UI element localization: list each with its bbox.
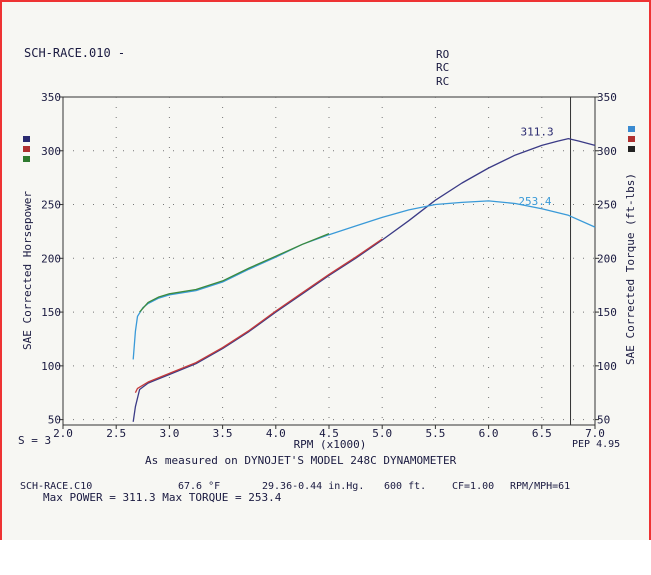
plot-area: 2.0 2.5 3.0 3.5 4.0 4.5 5.0 5.5 6.0 6.5 7.050 50100…: [41, 91, 617, 440]
annotation-label-0: 311.3: [521, 126, 554, 139]
y-tick-label-left: 150: [41, 306, 61, 319]
y-tick-label-left: 200: [41, 252, 61, 265]
series-line-0: [132, 137, 596, 422]
y-axis-title-right: SAE Corrected Torque (ft-lbs): [624, 173, 637, 365]
legend-swatch-blue: [23, 136, 30, 142]
y-tick-label-left: 50: [48, 414, 61, 427]
x-tick-label: 3.5: [213, 427, 233, 440]
annotation-label-1: 253.4: [518, 195, 551, 208]
series-line-1: [132, 200, 596, 360]
scan-edge-right: [649, 0, 651, 575]
y-tick-label-right: 350: [597, 91, 617, 104]
x-tick-label: 4.5: [319, 427, 339, 440]
legend-swatch-red: [23, 146, 30, 152]
footer-file: SCH-RACE.C10: [20, 481, 92, 492]
y-tick-label-left: 300: [41, 145, 61, 158]
smoothing-label: S = 3: [18, 434, 51, 447]
legend-swatch-right-blue: [628, 126, 635, 132]
scan-edge-left: [0, 0, 2, 540]
x-tick-label: 5.0: [372, 427, 392, 440]
measured-on: As measured on DYNOJET'S MODEL 248C DYNA…: [145, 454, 457, 467]
legend-swatch-green: [23, 156, 30, 162]
scan-edge-top: [0, 0, 651, 2]
footer-rpm-mph: RPM/MPH=61: [510, 481, 570, 492]
y-tick-label-right: 50: [597, 414, 610, 427]
run-code-3: RC: [436, 75, 449, 88]
y-tick-label-right: 250: [597, 199, 617, 212]
y-tick-label-left: 250: [41, 199, 61, 212]
x-tick-label: 4.0: [266, 427, 286, 440]
plot-frame: [62, 96, 596, 426]
y-tick-label-right: 200: [597, 252, 617, 265]
y-tick-label-right: 300: [597, 145, 617, 158]
footer-cf: CF=1.00: [452, 481, 494, 492]
footer-pressure: 29.36-0.44 in.Hg.: [262, 481, 364, 492]
run-code-2: RC: [436, 61, 449, 74]
run-title: SCH-RACE.010 -: [24, 46, 125, 60]
legend-swatch-right-red: [628, 136, 635, 142]
x-tick-label: 6.5: [532, 427, 552, 440]
y-tick-label-left: 100: [41, 360, 61, 373]
x-tick-label: 2.0: [53, 427, 73, 440]
x-tick-label: 6.0: [479, 427, 499, 440]
series-line-3: [139, 232, 330, 313]
legend-swatch-right-black: [628, 146, 635, 152]
footer-temp: 67.6 °F: [178, 481, 220, 492]
x-tick-label: 5.5: [425, 427, 445, 440]
stamp-label: PEP 4.95: [572, 439, 620, 450]
y-tick-label-right: 100: [597, 360, 617, 373]
x-tick-label: 2.5: [106, 427, 126, 440]
x-tick-label: 7.0: [585, 427, 605, 440]
x-tick-label: 3.0: [159, 427, 179, 440]
run-code-1: RO: [436, 48, 449, 61]
footer-altitude: 600 ft.: [384, 481, 426, 492]
y-tick-label-right: 150: [597, 306, 617, 319]
series-line-2: [134, 238, 383, 393]
x-axis-title: RPM (x1000): [294, 438, 367, 451]
footer-max-values: Max POWER = 311.3 Max TORQUE = 253.4: [43, 491, 282, 504]
y-tick-label-left: 350: [41, 91, 61, 104]
scan-bottom-strip: [0, 540, 651, 575]
y-axis-title-left: SAE Corrected Horsepower: [21, 191, 34, 350]
